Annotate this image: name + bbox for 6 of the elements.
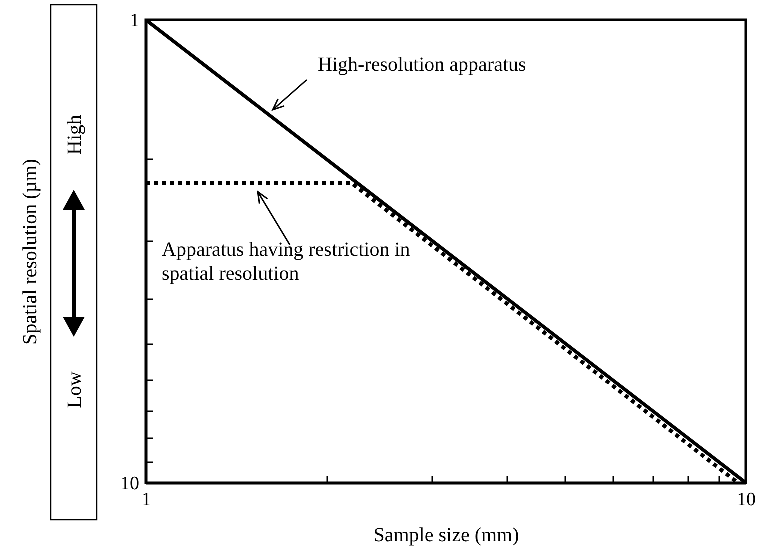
text: Low xyxy=(64,371,86,408)
annotation: Apparatus having restriction in spatial resolution xyxy=(162,238,412,286)
x-axis-title: Sample size (mm) xyxy=(374,524,520,546)
text: High xyxy=(64,115,86,155)
annotation: High-resolution apparatus xyxy=(318,53,528,77)
y-axis-title: Spatial resolution (µm) xyxy=(20,159,42,345)
